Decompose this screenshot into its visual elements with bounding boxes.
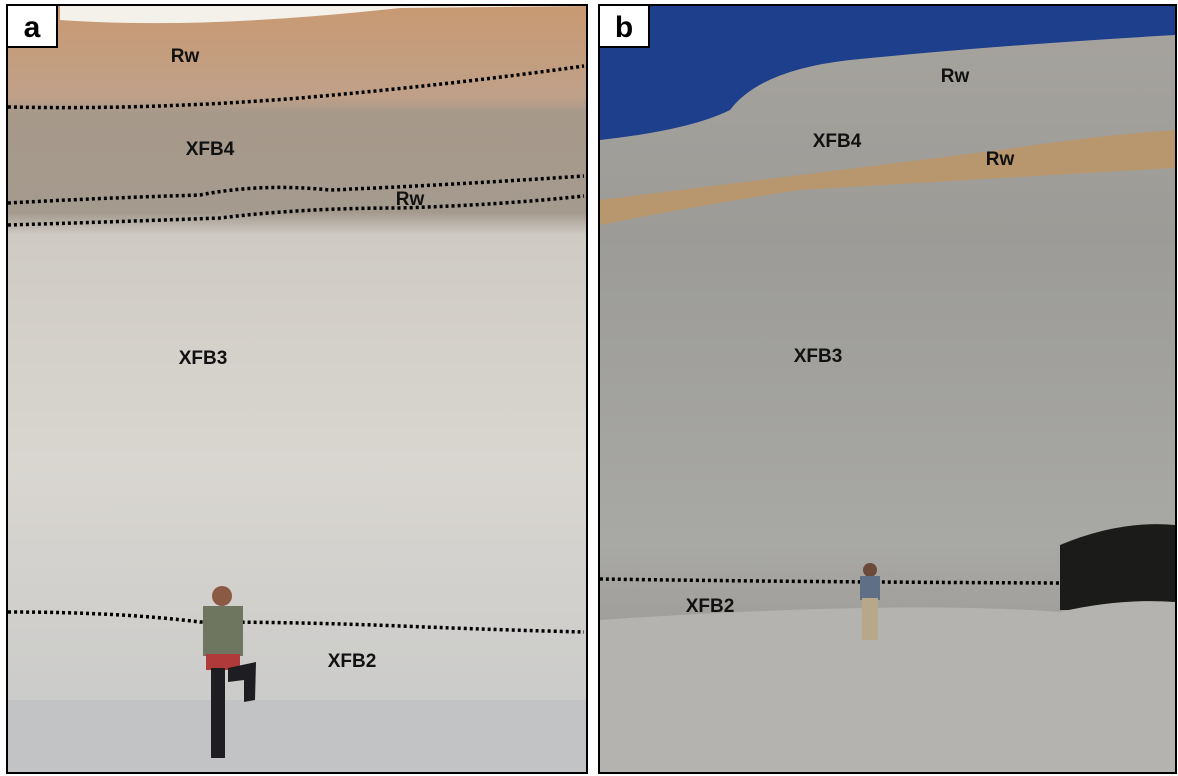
annotation: Rw bbox=[396, 189, 425, 210]
sky bbox=[600, 6, 1175, 140]
panel-a: Rw XFB4 Rw XFB3 XFB2 a bbox=[6, 4, 588, 774]
panel-b: Rw XFB4 Rw XFB3 XFB2 b bbox=[598, 4, 1177, 774]
label-box bbox=[598, 4, 650, 48]
ground bbox=[8, 700, 586, 772]
contact-line bbox=[7, 174, 585, 205]
annotation: XFB3 bbox=[179, 348, 228, 369]
contact-line bbox=[7, 64, 585, 110]
annotation: Rw bbox=[986, 149, 1015, 170]
annotation: XFB2 bbox=[328, 651, 377, 672]
annotation: Rw bbox=[941, 66, 970, 87]
tan-band bbox=[600, 130, 1175, 225]
panel-label: a bbox=[24, 11, 41, 44]
ground bbox=[600, 601, 1175, 772]
annotation: XFB4 bbox=[186, 139, 235, 160]
contact-line bbox=[7, 610, 585, 634]
annotation: XFB3 bbox=[794, 346, 843, 367]
annotation: XFB4 bbox=[813, 131, 862, 152]
panel-label: b bbox=[615, 11, 633, 44]
label-box bbox=[6, 4, 58, 48]
person bbox=[860, 563, 880, 640]
contact-line bbox=[7, 194, 585, 227]
contact-line bbox=[599, 577, 1061, 585]
photo-a bbox=[6, 4, 588, 774]
cave bbox=[1060, 524, 1175, 610]
person bbox=[203, 586, 256, 758]
annotation: Rw bbox=[171, 46, 200, 67]
sky bbox=[8, 6, 586, 24]
annotation: XFB2 bbox=[686, 596, 735, 617]
